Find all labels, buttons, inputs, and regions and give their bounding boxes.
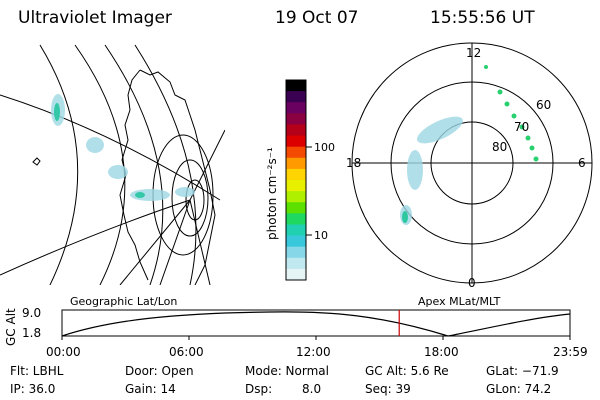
altitude-y-tick-min: 1.8: [22, 326, 42, 340]
geographic-map: [0, 44, 225, 285]
status-glon: GLon: 74.2: [486, 382, 552, 396]
altitude-plot: [61, 309, 571, 340]
colorbar-band: [286, 257, 306, 270]
colorbar-band: [286, 146, 306, 159]
apex-projection-label: Apex MLat/MLT: [418, 295, 501, 308]
colorbar-band: [286, 191, 306, 203]
colorbar-band: [286, 246, 306, 259]
status-mode: Mode: Normal: [245, 364, 329, 378]
lat-label-70: 70: [514, 120, 530, 134]
time-tick-0000: 00:00: [46, 345, 81, 359]
colorbar-band: [286, 80, 306, 92]
altitude-y-tick-max: 9.0: [22, 306, 42, 320]
mlt-label-18: 18: [346, 156, 362, 170]
mlt-label-0: 0: [468, 276, 476, 290]
app-title: Ultraviolet Imager: [18, 8, 172, 28]
colorbar: [286, 80, 306, 281]
colorbar-band: [286, 168, 306, 181]
time-tick-2359: 23:59: [553, 345, 588, 359]
time-tick-1800: 18:00: [424, 345, 459, 359]
colorbar-band: [286, 113, 306, 125]
status-gc-alt: GC Alt: 5.6 Re: [365, 364, 449, 378]
lat-label-80: 80: [492, 140, 508, 154]
status-door: Door: Open: [125, 364, 194, 378]
status-ip: IP: 36.0: [10, 382, 56, 396]
mlt-label-6: 6: [578, 156, 586, 170]
colorbar-band: [286, 202, 306, 214]
observation-time: 15:55:56 UT: [430, 8, 535, 28]
polar-plot: [351, 42, 593, 284]
geographic-projection-label: Geographic Lat/Lon: [70, 295, 178, 308]
colorbar-band: [286, 224, 306, 237]
altitude-axis-label: GC Alt: [4, 308, 18, 346]
colorbar-tick-10: 10: [314, 229, 328, 242]
lat-label-60: 60: [536, 98, 552, 112]
status-filter: Flt: LBHL: [10, 364, 64, 378]
colorbar-tick-100: 100: [314, 141, 335, 154]
status-dsp-label: Dsp:: [245, 382, 273, 396]
mlt-label-12: 12: [466, 46, 482, 60]
time-tick-1200: 12:00: [296, 345, 331, 359]
colorbar-band: [286, 124, 306, 137]
colorbar-band: [286, 157, 306, 170]
colorbar-band: [286, 135, 306, 148]
status-gain: Gain: 14: [125, 382, 176, 396]
status-dsp-value: 8.0: [302, 382, 322, 396]
colorbar-unit-label: photon cm⁻²s⁻¹: [265, 147, 279, 240]
colorbar-band: [286, 91, 306, 103]
colorbar-band: [286, 268, 306, 281]
time-tick-0600: 06:00: [169, 345, 204, 359]
status-glat: GLat: −71.9: [486, 364, 559, 378]
status-seq: Seq: 39: [365, 382, 411, 396]
colorbar-band: [286, 235, 306, 248]
colorbar-band: [286, 102, 306, 114]
observation-date: 19 Oct 07: [275, 8, 359, 28]
colorbar-band: [286, 213, 306, 225]
colorbar-band: [286, 180, 306, 192]
